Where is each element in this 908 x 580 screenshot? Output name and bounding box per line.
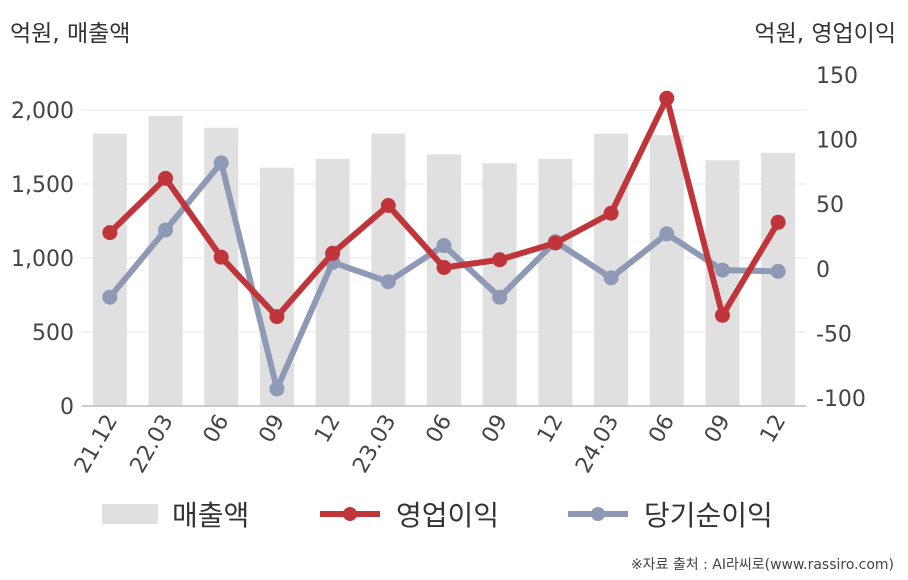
source-note: ※자료 출처 : AI라씨로(www.rassiro.com) bbox=[630, 557, 894, 573]
left-tick-label: 0 bbox=[60, 395, 74, 420]
legend-label-op: 영업이익 bbox=[396, 499, 500, 532]
right-tick-label: 0 bbox=[816, 258, 830, 283]
right-axis-unit: 억원, 영업이익 bbox=[754, 21, 896, 47]
bar-sales bbox=[649, 135, 684, 406]
point-net bbox=[213, 155, 229, 171]
point-op bbox=[325, 245, 341, 261]
x-tick-label: 06 bbox=[199, 411, 235, 448]
legend-item-op: 영업이익 bbox=[318, 494, 499, 534]
point-op bbox=[770, 214, 786, 230]
x-tick-label: 06 bbox=[422, 411, 458, 448]
point-op bbox=[269, 309, 285, 325]
x-tick-label: 12 bbox=[310, 411, 346, 448]
right-tick-label: -100 bbox=[816, 387, 866, 412]
point-net bbox=[770, 263, 786, 279]
point-net bbox=[492, 289, 508, 305]
bar-sales bbox=[92, 133, 127, 406]
x-tick-label: 09 bbox=[700, 411, 736, 448]
bar-sales bbox=[148, 115, 183, 407]
point-op bbox=[436, 260, 452, 276]
bar-sales bbox=[705, 160, 740, 406]
point-net bbox=[659, 226, 675, 242]
combo-chart: 0 500 1,000 1,500 2,000 -100 -50 0 50 100 150 21.12… bbox=[11, 64, 866, 478]
point-net bbox=[436, 238, 452, 254]
x-tick-label: 23.03 bbox=[348, 411, 401, 478]
bar-sales bbox=[538, 158, 573, 406]
point-net bbox=[158, 222, 174, 238]
legend-swatch-op bbox=[320, 507, 380, 521]
left-tick-label: 500 bbox=[32, 321, 74, 346]
legend-swatch-sales bbox=[102, 504, 158, 524]
left-tick-label: 2,000 bbox=[11, 99, 74, 124]
point-op bbox=[213, 249, 229, 265]
legend: 매출액 영업이익 당기순이익 bbox=[0, 494, 908, 534]
x-tick-label: 06 bbox=[644, 411, 680, 448]
point-op bbox=[158, 170, 174, 186]
left-tick-label: 1,000 bbox=[11, 247, 74, 272]
left-tick-label: 1,500 bbox=[11, 173, 74, 198]
x-tick-label: 12 bbox=[533, 411, 569, 448]
point-op bbox=[659, 90, 675, 106]
x-tick-label: 21.12 bbox=[70, 411, 123, 478]
point-net bbox=[269, 381, 285, 397]
x-tick-label: 24.03 bbox=[571, 411, 624, 478]
point-net bbox=[102, 289, 118, 305]
legend-item-net: 당기순이익 bbox=[566, 494, 773, 534]
bar-sales bbox=[761, 152, 796, 406]
right-tick-label: 100 bbox=[816, 129, 858, 154]
point-op bbox=[380, 197, 396, 213]
x-tick-label: 12 bbox=[756, 411, 792, 448]
right-tick-label: 150 bbox=[816, 64, 858, 89]
bar-sales bbox=[371, 133, 406, 406]
legend-swatch-net bbox=[568, 507, 628, 521]
point-net bbox=[380, 274, 396, 290]
legend-label-sales: 매출액 bbox=[172, 499, 250, 532]
bar-sales bbox=[259, 167, 294, 406]
right-tick-label: 50 bbox=[816, 193, 844, 218]
point-op bbox=[102, 225, 118, 241]
legend-item-sales: 매출액 bbox=[102, 494, 249, 534]
point-net bbox=[603, 270, 619, 286]
point-op bbox=[492, 252, 508, 268]
x-tick-label: 09 bbox=[477, 411, 513, 448]
left-axis-unit: 억원, 매출액 bbox=[10, 21, 131, 47]
point-net bbox=[714, 262, 730, 278]
bar-sales bbox=[427, 154, 461, 406]
point-op bbox=[603, 205, 619, 221]
point-op bbox=[714, 307, 730, 323]
legend-label-net: 당기순이익 bbox=[644, 499, 773, 532]
point-op bbox=[547, 235, 563, 251]
x-tick-label: 09 bbox=[254, 411, 290, 448]
right-tick-label: -50 bbox=[816, 322, 852, 347]
x-tick-label: 22.03 bbox=[126, 411, 179, 478]
